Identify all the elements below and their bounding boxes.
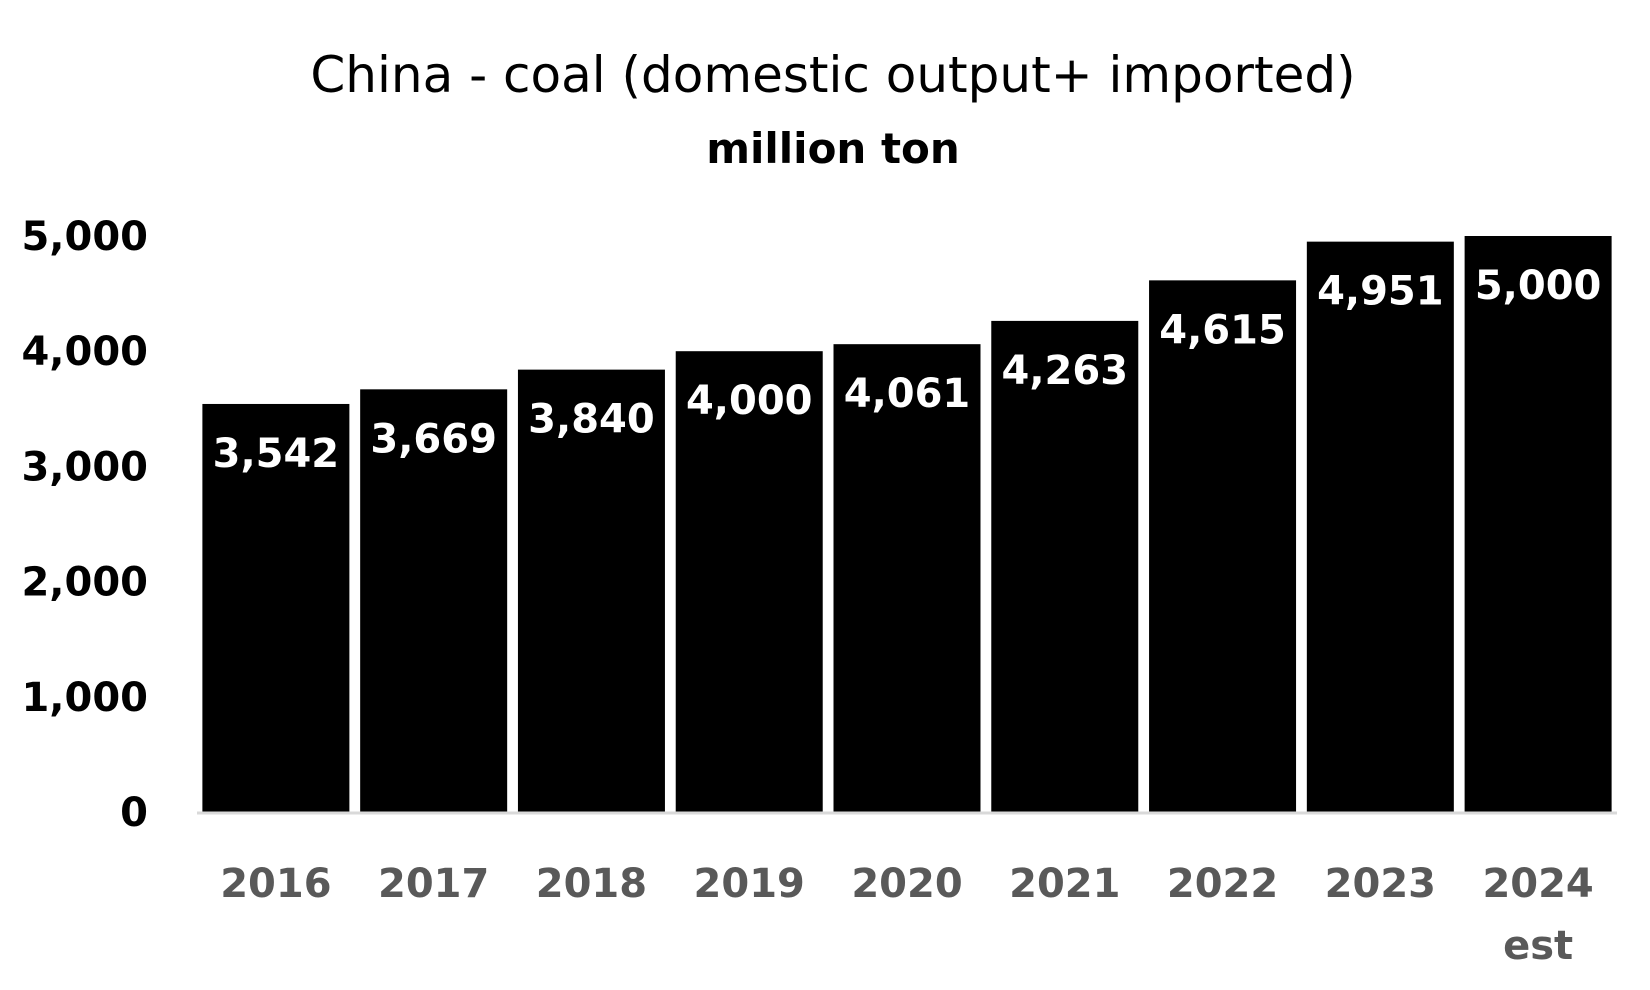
x-tick-label: 2020 — [851, 861, 962, 907]
bar — [675, 351, 823, 812]
bar-data-label: 3,840 — [528, 397, 655, 443]
bar-data-label: 4,263 — [1002, 348, 1129, 394]
bar — [360, 389, 508, 812]
y-tick-label: 4,000 — [21, 329, 148, 375]
x-tick-label: 2021 — [1009, 861, 1120, 907]
y-tick-label: 2,000 — [21, 560, 148, 606]
bars — [202, 236, 1612, 813]
bar-data-label: 4,615 — [1159, 307, 1286, 353]
bar — [517, 369, 665, 812]
bar-data-label: 4,061 — [844, 371, 971, 417]
bar — [1464, 236, 1612, 812]
bar — [1306, 241, 1454, 813]
bar — [202, 403, 350, 812]
data-labels: 3,542 3,669 3,840 4,000 4,061 4,263 4,615 4,951… — [213, 263, 1602, 477]
bar-data-label: 5,000 — [1475, 263, 1602, 309]
y-tick-label: 1,000 — [21, 675, 148, 721]
x-tick-label: est — [1503, 923, 1573, 969]
y-tick-label: 5,000 — [21, 214, 148, 260]
x-tick-label: 2024 — [1482, 861, 1593, 907]
chart-subtitle: million ton — [706, 124, 960, 173]
x-tick-label: 2017 — [378, 861, 489, 907]
bar-data-label: 3,542 — [213, 431, 340, 477]
y-axis-tick-labels: 0 1,000 2,000 3,000 4,000 5,000 — [21, 214, 148, 836]
y-tick-label: 3,000 — [21, 444, 148, 490]
bar — [833, 344, 981, 812]
x-tick-label: 2022 — [1167, 861, 1278, 907]
x-tick-label: 2019 — [694, 861, 805, 907]
chart-title: China - coal (domestic output+ imported) — [310, 46, 1355, 104]
x-tick-label: 2018 — [536, 861, 647, 907]
x-tick-label: 2016 — [220, 861, 331, 907]
bar-data-label: 3,669 — [370, 416, 497, 462]
x-tick-label: 2023 — [1325, 861, 1436, 907]
bar — [1149, 280, 1297, 812]
bar — [991, 320, 1139, 812]
x-axis-tick-labels: 2016 2017 2018 2019 2020 2021 2022 2023 2024 est — [220, 861, 1594, 969]
bar-data-label: 4,000 — [686, 378, 813, 424]
y-tick-label: 0 — [120, 790, 148, 836]
bar-data-label: 4,951 — [1317, 269, 1444, 315]
